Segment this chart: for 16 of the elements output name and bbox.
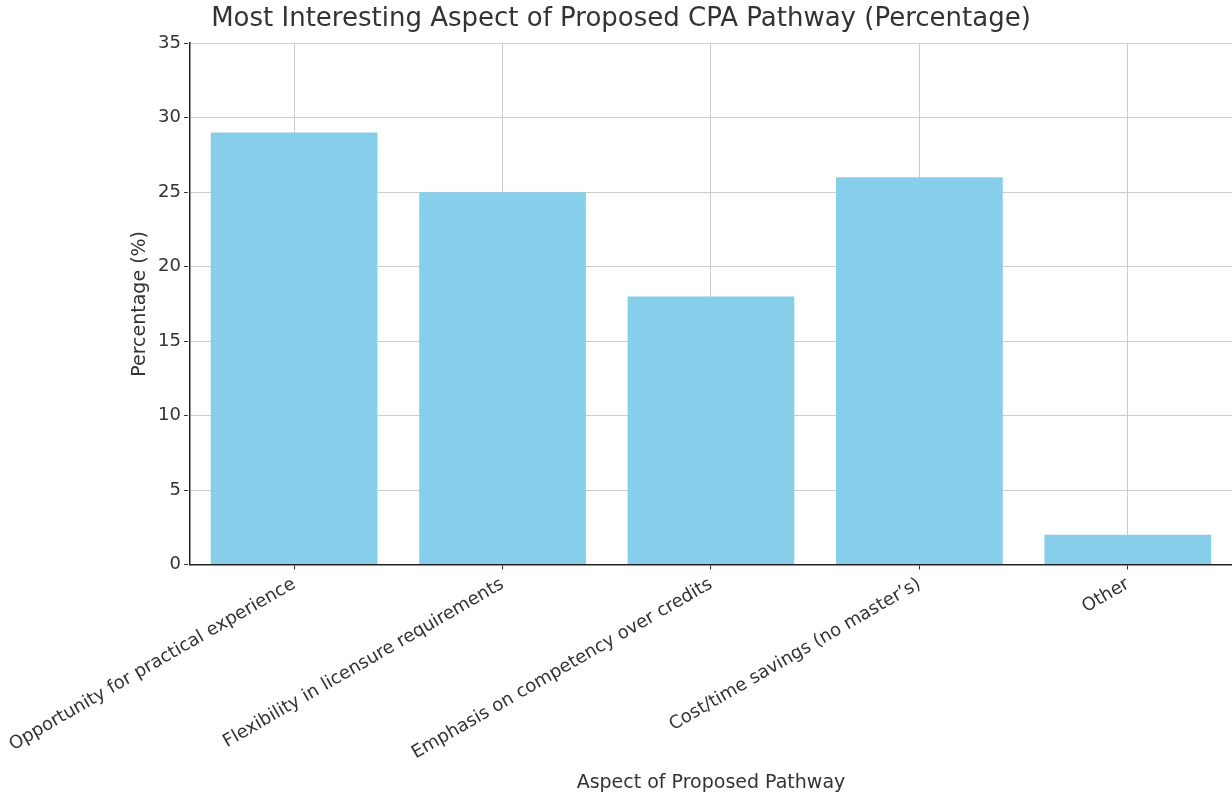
y-tick-label: 10 [158,403,181,425]
y-tick-label: 5 [169,477,181,499]
bar [836,177,1003,565]
y-tick-label: 25 [158,179,181,201]
y-tick-label: 30 [158,105,181,127]
y-tick-label: 20 [158,254,181,276]
y-tick-label: 0 [169,552,181,574]
bar [210,132,378,565]
bar [627,296,795,565]
bar [419,192,586,565]
y-tick-label: 35 [158,30,181,52]
x-axis-title: Aspect of Proposed Pathway [576,769,846,792]
bar [1044,534,1212,565]
y-tick-label: 15 [158,328,181,350]
chart-title: Most Interesting Aspect of Proposed CPA Pathway (Percentage) [211,2,1031,33]
y-axis-title: Percentage (%) [126,230,149,377]
